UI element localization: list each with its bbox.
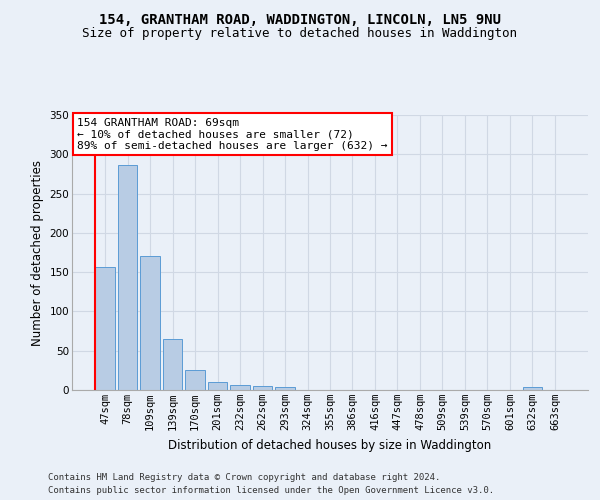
- Text: Contains public sector information licensed under the Open Government Licence v3: Contains public sector information licen…: [48, 486, 494, 495]
- Y-axis label: Number of detached properties: Number of detached properties: [31, 160, 44, 346]
- Text: Size of property relative to detached houses in Waddington: Size of property relative to detached ho…: [83, 28, 517, 40]
- Bar: [208, 382, 227, 390]
- Text: 154, GRANTHAM ROAD, WADDINGTON, LINCOLN, LN5 9NU: 154, GRANTHAM ROAD, WADDINGTON, LINCOLN,…: [99, 12, 501, 26]
- Bar: [275, 387, 295, 390]
- Bar: [95, 266, 115, 390]
- Bar: [118, 166, 137, 390]
- Bar: [253, 386, 272, 390]
- X-axis label: Distribution of detached houses by size in Waddington: Distribution of detached houses by size …: [169, 438, 491, 452]
- Bar: [163, 339, 182, 390]
- Text: Contains HM Land Registry data © Crown copyright and database right 2024.: Contains HM Land Registry data © Crown c…: [48, 472, 440, 482]
- Text: 154 GRANTHAM ROAD: 69sqm
← 10% of detached houses are smaller (72)
89% of semi-d: 154 GRANTHAM ROAD: 69sqm ← 10% of detach…: [77, 118, 388, 151]
- Bar: [230, 384, 250, 390]
- Bar: [140, 256, 160, 390]
- Bar: [185, 370, 205, 390]
- Bar: [523, 387, 542, 390]
